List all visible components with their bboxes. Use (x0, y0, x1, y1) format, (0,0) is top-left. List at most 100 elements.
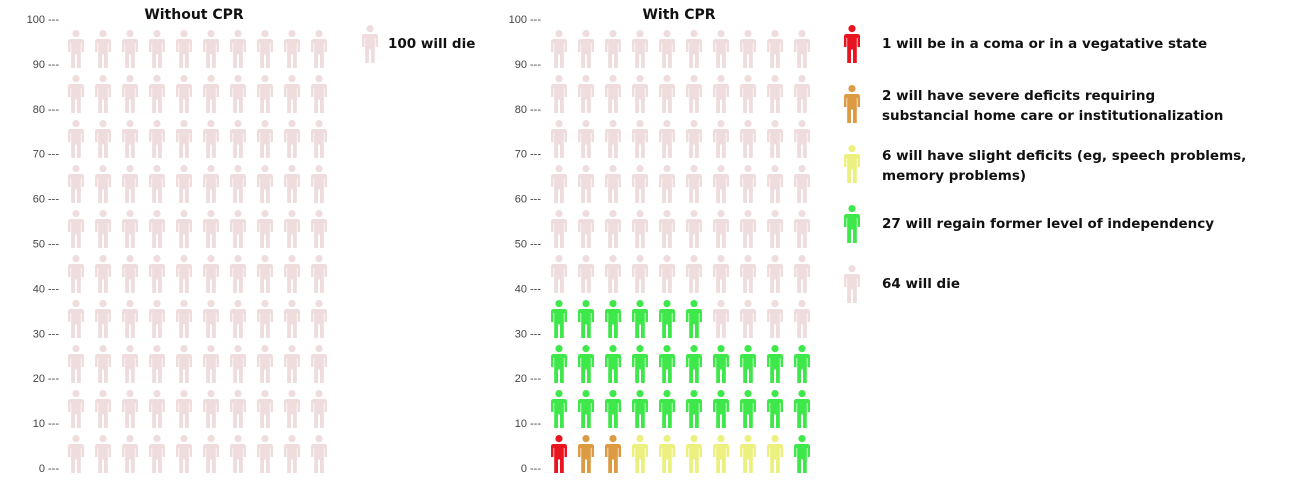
person-icon-die (230, 255, 246, 293)
person-icon-die (659, 75, 675, 113)
person-icon-die (257, 210, 273, 248)
person-icon-die (203, 345, 219, 383)
person-icon-die (68, 120, 84, 158)
person-icon-die (95, 120, 111, 158)
person-icon-die (311, 75, 327, 113)
person-icon-die (95, 75, 111, 113)
y-tick-label: 80 --- (33, 104, 60, 116)
person-icon-die (659, 30, 675, 68)
y-tick-label: 70 --- (33, 149, 60, 161)
person-icon-die (230, 30, 246, 68)
y-tick-label: 90 --- (33, 59, 60, 71)
person-icon-die (176, 165, 192, 203)
y-tick-label: 40 --- (515, 283, 542, 295)
person-icon-independent (605, 300, 621, 338)
y-tick-label: 100 --- (509, 14, 542, 26)
person-icon-die (659, 165, 675, 203)
person-icon-die (686, 120, 702, 158)
person-icon-die (794, 30, 810, 68)
person-icon-independent (632, 300, 648, 338)
person-icon-die (740, 75, 756, 113)
person-icon-die (740, 255, 756, 293)
person-icon-die (632, 165, 648, 203)
person-icon-die (551, 75, 567, 113)
person-icon-die (230, 300, 246, 338)
person-icon-die (149, 390, 165, 428)
person-icon-die (149, 210, 165, 248)
person-icon-die (578, 30, 594, 68)
person-icon-independent (578, 390, 594, 428)
person-icon-die (284, 30, 300, 68)
person-icon-die (794, 255, 810, 293)
person-icon-independent (713, 390, 729, 428)
person-icon-die (551, 165, 567, 203)
person-icon-die (659, 255, 675, 293)
person-icon-die (122, 75, 138, 113)
person-icon-die (551, 255, 567, 293)
person-icon-die (284, 75, 300, 113)
person-icon-die (257, 30, 273, 68)
person-icon-die (68, 30, 84, 68)
person-icon-die (95, 210, 111, 248)
person-icon-die (311, 300, 327, 338)
person-icon-independent (686, 390, 702, 428)
person-icon-independent (551, 300, 567, 338)
person-icon-die (794, 165, 810, 203)
person-icon-independent (605, 345, 621, 383)
legend-person-icon-die (362, 25, 378, 63)
person-icon-die (68, 210, 84, 248)
person-icon-die (149, 30, 165, 68)
person-icon-die (311, 30, 327, 68)
person-icon-die (257, 165, 273, 203)
person-icon-die (95, 255, 111, 293)
person-icon-die (68, 435, 84, 473)
person-icon-die (767, 30, 783, 68)
y-tick-label: 0 --- (521, 463, 542, 475)
person-icon-die (176, 210, 192, 248)
legend-label: 6 will have slight deficits (eg, speech … (882, 148, 1246, 164)
person-icon-independent (605, 390, 621, 428)
y-tick-label: 30 --- (515, 328, 542, 340)
y-tick-label: 100 --- (27, 14, 60, 26)
person-icon-severe (578, 435, 594, 473)
person-icon-severe (605, 435, 621, 473)
person-icon-die (794, 300, 810, 338)
person-icon-die (686, 255, 702, 293)
person-icon-die (257, 345, 273, 383)
person-icon-slight (659, 435, 675, 473)
person-icon-independent (632, 390, 648, 428)
chart-without-cpr: Without CPR 100 --- 90 --- 80 --- 70 --- 60 … (27, 7, 476, 475)
person-icon-slight (713, 435, 729, 473)
person-icon-die (740, 165, 756, 203)
person-icon-die (284, 435, 300, 473)
person-icon-independent (578, 345, 594, 383)
person-icon-die (632, 255, 648, 293)
icon-grid-with-cpr (551, 30, 810, 473)
person-icon-independent (794, 345, 810, 383)
person-icon-die (122, 165, 138, 203)
legend-item-independent: 27 will regain former level of independe… (844, 205, 1214, 243)
legend-person-icon-independent (844, 205, 860, 243)
person-icon-die (176, 300, 192, 338)
person-icon-die (203, 165, 219, 203)
person-icon-die (578, 165, 594, 203)
y-tick-label: 20 --- (33, 373, 60, 385)
y-tick-label: 0 --- (39, 463, 60, 475)
legend-person-icon-die (844, 265, 860, 303)
person-icon-die (794, 75, 810, 113)
person-icon-die (176, 255, 192, 293)
person-icon-die (257, 120, 273, 158)
person-icon-die (605, 75, 621, 113)
person-icon-die (176, 390, 192, 428)
person-icon-die (149, 120, 165, 158)
person-icon-die (578, 210, 594, 248)
person-icon-die (740, 300, 756, 338)
person-icon-die (686, 30, 702, 68)
person-icon-die (311, 435, 327, 473)
y-axis-with-cpr: 100 --- 90 --- 80 --- 70 --- 60 --- 50 --- 40 … (509, 14, 542, 475)
person-icon-die (122, 255, 138, 293)
person-icon-coma (551, 435, 567, 473)
person-icon-die (95, 435, 111, 473)
legend-item-die: 100 will die (362, 25, 475, 63)
person-icon-die (95, 345, 111, 383)
